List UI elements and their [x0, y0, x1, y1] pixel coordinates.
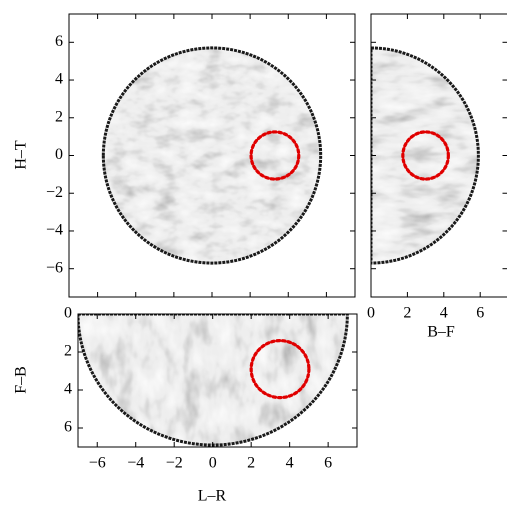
y-tick-label: 0 — [64, 305, 72, 322]
y-tick-label: −4 — [46, 222, 63, 239]
y-tick-label: 2 — [64, 343, 72, 360]
x-axis-label: L–R — [198, 488, 227, 505]
panel: −6 −4 −2 0 2 4 6 0 2 4 6 L–R F–B — [13, 305, 358, 505]
highlight-circle — [249, 339, 311, 400]
texture — [371, 47, 479, 264]
image-area — [78, 314, 349, 447]
highlight-circle — [401, 130, 450, 181]
highlight-circle — [249, 130, 301, 181]
axis-frame — [77, 313, 358, 448]
x-tick-label: 2 — [403, 305, 411, 322]
x-tick-label: 0 — [367, 305, 375, 322]
panel: 0 2 4 6 B–F — [367, 13, 507, 341]
panel: −6 −4 −2 0 2 4 6 H–T — [13, 13, 356, 298]
image-area — [101, 46, 323, 265]
x-tick-label: −2 — [166, 455, 183, 472]
x-tick-label: 0 — [209, 455, 217, 472]
y-axis-label: F–B — [13, 366, 30, 394]
image-texture — [103, 47, 321, 264]
image-area — [371, 46, 480, 265]
texture — [78, 314, 348, 446]
y-tick-label: −6 — [46, 259, 63, 276]
texture — [103, 47, 321, 264]
image-texture — [78, 314, 348, 446]
x-tick-label: 6 — [476, 305, 484, 322]
y-tick-label: −2 — [46, 184, 63, 201]
y-tick-label: 6 — [64, 419, 72, 436]
x-tick-label: −6 — [89, 455, 106, 472]
y-tick-label: 6 — [55, 33, 63, 50]
image-border — [78, 314, 349, 447]
x-tick-label: 4 — [440, 305, 448, 322]
image-texture — [371, 47, 479, 264]
x-axis-label: B–F — [427, 324, 455, 341]
y-tick-label: 4 — [55, 71, 63, 88]
y-tick-label: 4 — [64, 381, 72, 398]
y-tick-label: 2 — [55, 108, 63, 125]
y-axis-label: H–T — [13, 140, 30, 170]
x-tick-label: 2 — [247, 455, 255, 472]
x-tick-label: 4 — [286, 455, 294, 472]
x-tick-label: −4 — [127, 455, 144, 472]
image-border — [101, 46, 323, 265]
y-tick-label: 0 — [55, 146, 63, 163]
image-border — [371, 46, 480, 265]
x-tick-label: 6 — [324, 455, 332, 472]
